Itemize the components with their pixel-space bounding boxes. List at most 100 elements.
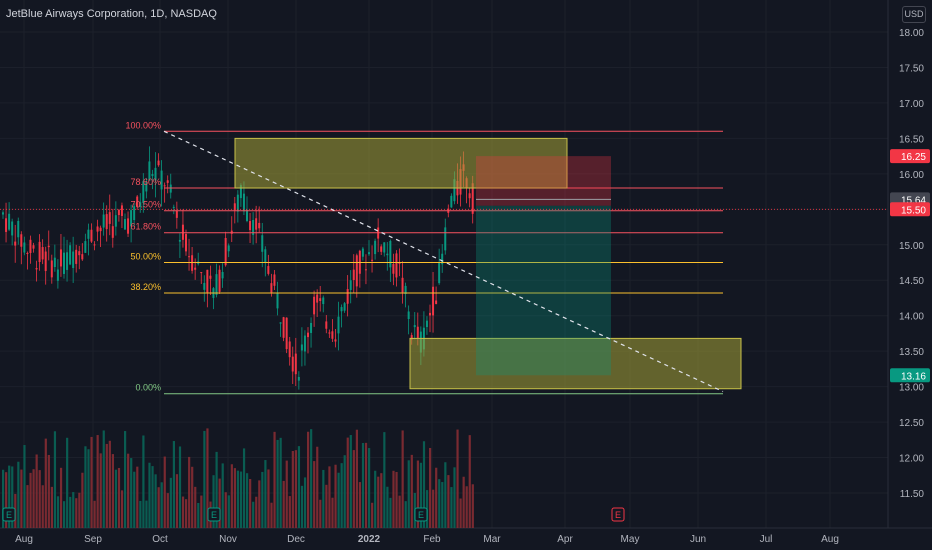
volume-bar — [124, 431, 127, 528]
y-tick-label: 11.50 — [900, 489, 925, 500]
volume-bar — [227, 495, 230, 528]
volume-bar — [133, 471, 136, 528]
price-label-text: 13.16 — [901, 371, 926, 382]
volume-bar — [352, 450, 355, 528]
x-tick-label: Feb — [423, 534, 441, 545]
volume-bar — [53, 431, 57, 528]
candle-body — [246, 209, 248, 222]
candle-body — [386, 253, 389, 256]
volume-bar — [93, 500, 96, 528]
earnings-event-marker — [611, 507, 625, 522]
volume-bar — [383, 432, 386, 528]
volume-bar — [346, 437, 349, 528]
y-tick-label: 13.00 — [899, 383, 924, 394]
volume-bar — [441, 482, 444, 528]
candle-body — [395, 253, 398, 278]
volume-bar — [471, 484, 474, 528]
earnings-event-marker — [207, 507, 221, 522]
candle-body — [285, 317, 288, 350]
candle-body — [242, 193, 245, 212]
candle-body — [325, 321, 328, 329]
volume-bar — [444, 462, 447, 528]
y-tick-label: 13.50 — [899, 347, 924, 358]
candle-body — [313, 296, 316, 315]
fib-level-label: 38.20% — [130, 282, 161, 292]
candle-body — [151, 174, 154, 177]
symbol-title[interactable]: JetBlue Airways Corporation, 1D, NASDAQ — [6, 8, 217, 20]
price-label-text: 15.64 — [901, 195, 926, 206]
volume-bar — [276, 439, 279, 528]
candle-body — [32, 245, 35, 249]
candle-body — [200, 272, 203, 274]
x-tick-label: Aug — [821, 534, 839, 545]
fib-level-label: 70.50% — [130, 200, 161, 210]
candle-body — [120, 205, 123, 216]
volume-bar — [90, 436, 93, 528]
candle-body — [297, 376, 300, 381]
y-tick-label: 15.00 — [899, 241, 924, 252]
candle-body — [349, 280, 352, 290]
candle-body — [169, 184, 172, 193]
candle-body — [178, 239, 181, 242]
volume-bar — [59, 467, 63, 528]
volume-bar — [206, 428, 209, 528]
volume-bar — [432, 489, 435, 528]
candle-body — [343, 303, 346, 311]
volume-bar — [355, 429, 358, 528]
candle-body — [66, 252, 69, 270]
volume-bar — [380, 473, 383, 528]
volume-bar — [26, 485, 29, 528]
volume-bar — [218, 478, 221, 528]
price-label-box — [890, 202, 930, 217]
volume-bar — [81, 472, 84, 528]
candle-body — [5, 218, 8, 232]
earnings-event-label: E — [615, 510, 621, 520]
y-tick-label: 17.00 — [899, 99, 924, 110]
candle-body — [72, 251, 75, 269]
volume-bar — [264, 460, 267, 528]
candle-body — [14, 241, 17, 246]
volume-bar — [50, 486, 53, 528]
earnings-event-label: E — [418, 510, 424, 520]
volume-bar — [267, 469, 270, 528]
volume-bar — [316, 446, 319, 528]
candle-body — [276, 292, 279, 309]
candle-body — [163, 185, 166, 187]
candle-body — [130, 210, 133, 227]
candle-body — [239, 185, 242, 199]
volume-bar — [307, 431, 310, 528]
volume-bar — [114, 469, 118, 528]
volume-bar — [340, 463, 343, 528]
candle-body — [252, 219, 255, 235]
candle-body — [258, 222, 261, 229]
candle-body — [185, 234, 187, 252]
volume-bar — [285, 460, 288, 528]
demand-zone — [409, 337, 742, 390]
volume-bar — [47, 454, 50, 528]
volume-bar — [75, 498, 78, 528]
earnings-event-marker — [2, 507, 16, 522]
volume-bar — [364, 442, 368, 528]
currency-button[interactable]: USD — [902, 6, 926, 23]
candle-body — [404, 285, 407, 294]
candle-body — [188, 256, 191, 258]
candle-body — [148, 161, 151, 181]
volume-bar — [38, 470, 41, 528]
candle-body — [429, 312, 431, 316]
supply-zone — [234, 137, 568, 189]
volume-bar — [175, 474, 179, 528]
volume-group — [2, 428, 474, 528]
volume-bar — [258, 480, 261, 528]
candle-body — [453, 179, 456, 202]
candle-body — [111, 226, 114, 238]
candle-body — [175, 210, 178, 218]
volume-bar — [328, 466, 331, 528]
volume-bar — [44, 438, 47, 528]
candle-body — [264, 249, 267, 263]
candle-body — [279, 322, 282, 324]
volume-bar — [374, 470, 377, 528]
candle-body — [450, 195, 453, 208]
fib-level-label: 50.00% — [130, 252, 161, 262]
volume-bar — [178, 446, 182, 528]
